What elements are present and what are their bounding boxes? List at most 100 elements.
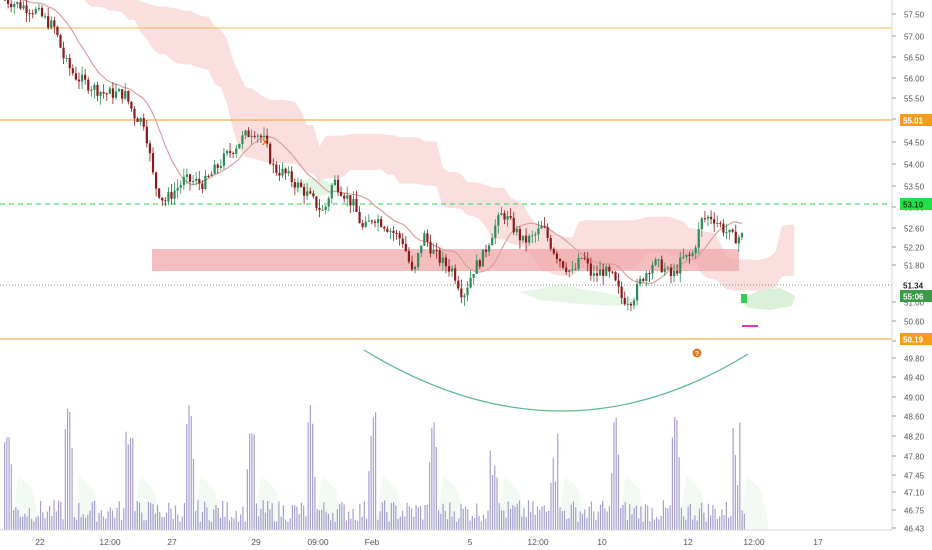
volume-bar (46, 511, 48, 530)
volume-bar (613, 422, 615, 530)
candle-body (37, 7, 41, 10)
volume-bar (707, 503, 709, 530)
volume-bar (712, 505, 714, 530)
candle-body (293, 182, 296, 188)
candle-body (222, 153, 226, 166)
candle-body (666, 267, 670, 269)
volume-bar (458, 518, 460, 530)
candle-body (16, 2, 19, 5)
volume-bar (102, 516, 105, 530)
volume-bar (444, 510, 446, 530)
candle-body (620, 286, 623, 298)
volume-bar (604, 508, 606, 530)
candle-body (225, 151, 229, 154)
volume-bar (217, 508, 219, 530)
baseline-indicator-line (14, 0, 743, 285)
candle-body (592, 273, 596, 276)
candle-body (558, 258, 562, 262)
volume-bar (440, 513, 442, 530)
price-tick-label: 51.80 (904, 262, 925, 271)
candle-body (722, 223, 725, 233)
volume-bar (120, 520, 123, 530)
horizontal-levels (0, 27, 892, 340)
price-axis[interactable]: 57.5057.0056.5056.0055.5055.0054.5054.00… (891, 0, 925, 534)
candle-body (506, 216, 509, 220)
volume-bar (251, 433, 253, 530)
volume-bar (273, 521, 276, 530)
candle-body (309, 191, 312, 194)
candle-body (315, 196, 318, 208)
candle-body (398, 233, 401, 239)
volume-bar (667, 508, 669, 530)
candle-body (77, 79, 81, 82)
volume-bar (357, 520, 359, 530)
volume-bar (678, 457, 680, 530)
volume-bar (159, 511, 161, 530)
volume-bar (392, 501, 395, 530)
volume-bar (172, 518, 174, 530)
time-axis[interactable]: 22 12:00 27 29 09:00 Feb 5 12:00 10 12 12:00 17 (0, 529, 892, 547)
volume-bar (721, 509, 723, 530)
time-tick-label: 17 (813, 537, 823, 547)
volume-bar (354, 519, 356, 530)
candle-body (22, 5, 25, 9)
candle-body (626, 303, 629, 305)
volume-bar (33, 521, 35, 530)
volume-bar (622, 504, 624, 530)
volume-bar (548, 510, 550, 530)
volume-bar (590, 501, 593, 530)
candle-body (361, 223, 364, 227)
volume-bar (530, 511, 532, 530)
volume-bar (496, 477, 498, 530)
time-tick-label: 12 (683, 537, 693, 547)
volume-bar (55, 511, 57, 530)
volume-bar (73, 517, 75, 530)
candle-body (188, 174, 192, 182)
candle-body (259, 135, 263, 138)
volume-bar (507, 501, 509, 530)
volume-bar (716, 519, 718, 530)
volume-bar (428, 462, 431, 530)
candle-body (484, 249, 488, 252)
candle-body (629, 303, 633, 306)
candle-body (454, 268, 457, 281)
volume-bar (363, 501, 365, 530)
candle-body (716, 223, 719, 225)
volume-bar (739, 422, 741, 530)
candle-body (80, 74, 84, 82)
volume-bar (422, 519, 424, 530)
volume-bar (224, 516, 226, 530)
volume-bar (307, 422, 309, 530)
volume-bar (523, 507, 525, 530)
volume-bar (179, 521, 181, 530)
volume-bar (597, 511, 599, 530)
volume-bar (57, 500, 60, 530)
candle-body (401, 238, 404, 244)
volume-bar (415, 504, 417, 530)
volume-bar (692, 519, 694, 530)
volume-bar (498, 503, 500, 530)
volume-bar (96, 521, 98, 530)
volume-bar (426, 504, 428, 530)
volume-bar (408, 506, 410, 530)
volume-bar (246, 469, 249, 530)
candle-body (703, 218, 707, 220)
volume-bar (680, 507, 682, 530)
volume-bar (300, 502, 302, 530)
volume-bar (536, 506, 539, 530)
volume-bar (17, 510, 19, 530)
volume-bar (210, 521, 213, 530)
candle-body (598, 269, 602, 276)
candle-body (370, 220, 374, 222)
candle-body (99, 91, 102, 96)
volume-bar (626, 520, 629, 530)
volume-bar (687, 506, 689, 530)
volume-bar (656, 517, 658, 530)
volume-bar (512, 505, 514, 530)
candle-body (28, 13, 31, 15)
candle-body (312, 193, 315, 197)
volume-bar (624, 501, 626, 530)
candle-body (441, 257, 444, 263)
candle-body (241, 135, 244, 144)
